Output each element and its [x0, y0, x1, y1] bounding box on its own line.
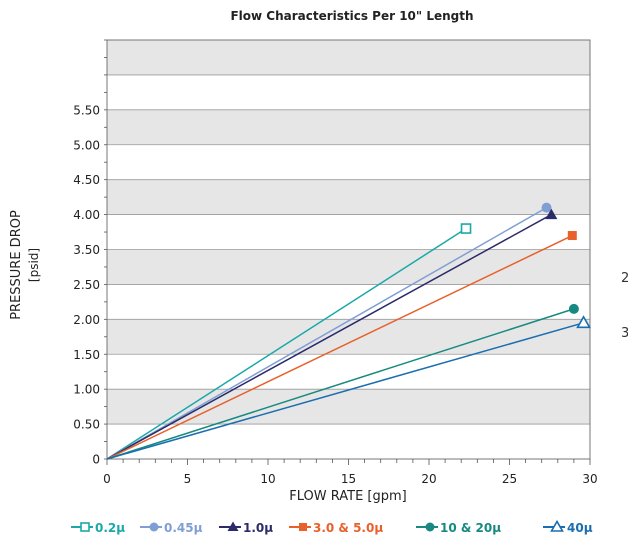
y-tick-label: 0 [92, 453, 100, 467]
series-line [106, 227, 467, 460]
y-tick-label: 1.00 [73, 383, 100, 397]
grid-band [107, 179, 590, 215]
legend-label: 0.45μ [164, 521, 203, 535]
grid-band [107, 40, 590, 75]
series-marker [149, 522, 159, 532]
series-line [106, 234, 573, 460]
series-line [106, 308, 575, 460]
x-tick-label: 5 [184, 472, 192, 486]
series-line [106, 322, 584, 460]
series-marker [568, 303, 579, 314]
series-marker [550, 519, 564, 532]
legend-label: 3.0 & 5.0μ [313, 521, 383, 535]
series-marker [545, 208, 558, 220]
y-tick-label: 4.50 [73, 173, 100, 187]
series-marker [227, 521, 239, 531]
y-tick-label: 4.00 [73, 208, 100, 222]
chart-title: Flow Characteristics Per 10" Length [230, 9, 473, 23]
legend-label: 40μ [567, 521, 593, 535]
legend-label: 1.0μ [243, 521, 273, 535]
grid-band [107, 109, 590, 145]
series-marker [80, 522, 90, 532]
x-tick-label: 10 [260, 472, 275, 486]
y-tick-label: 0.50 [73, 418, 100, 432]
y-tick-label: 2.50 [73, 278, 100, 292]
x-tick-label: 20 [421, 472, 436, 486]
x-tick-label: 30 [582, 472, 597, 486]
y-tick-label: 5.00 [73, 138, 100, 152]
tick-labels: 0 0.50 1.00 1.50 2.00 2.50 3.50 4.00 4.50 5.00 5.5… [73, 103, 597, 486]
x-tick-label: 15 [341, 472, 356, 486]
legend-label: 0.2μ [95, 521, 125, 535]
series-markers [460, 202, 591, 329]
series-marker [576, 315, 591, 329]
legend-label: 10 & 20μ [440, 521, 501, 535]
y-tick-label: 2.00 [73, 313, 100, 327]
y-tick-label: 1.50 [73, 348, 100, 362]
y-tick-label: 3.50 [73, 243, 100, 257]
series-marker [541, 202, 552, 213]
series-marker [425, 522, 435, 532]
grid-lines [106, 39, 591, 460]
y-axis-label-line1: PRESSURE DROP [9, 210, 24, 320]
y-axis-label-line2: [psid] [27, 248, 41, 282]
grid-band [107, 319, 590, 355]
series-line [106, 213, 552, 460]
series-marker [460, 223, 472, 234]
series-marker [567, 231, 577, 241]
y-tick-label: 5.50 [73, 103, 100, 117]
series-marker [299, 523, 307, 531]
stray-text-2: 3 [621, 326, 628, 341]
x-axis-label: FLOW RATE [gpm] [289, 489, 406, 504]
x-tick-label: 0 [103, 472, 111, 486]
series-line [106, 206, 547, 460]
x-tick-label: 25 [502, 472, 517, 486]
stray-text-1: 2 [621, 271, 628, 286]
series-lines [106, 206, 584, 460]
legend: 0.2μ 0.45μ 1.0μ 3.0 & 5.0μ 10 & 20μ 40μ [71, 519, 593, 535]
grid-band [107, 249, 590, 285]
axis-ticks [104, 39, 591, 465]
